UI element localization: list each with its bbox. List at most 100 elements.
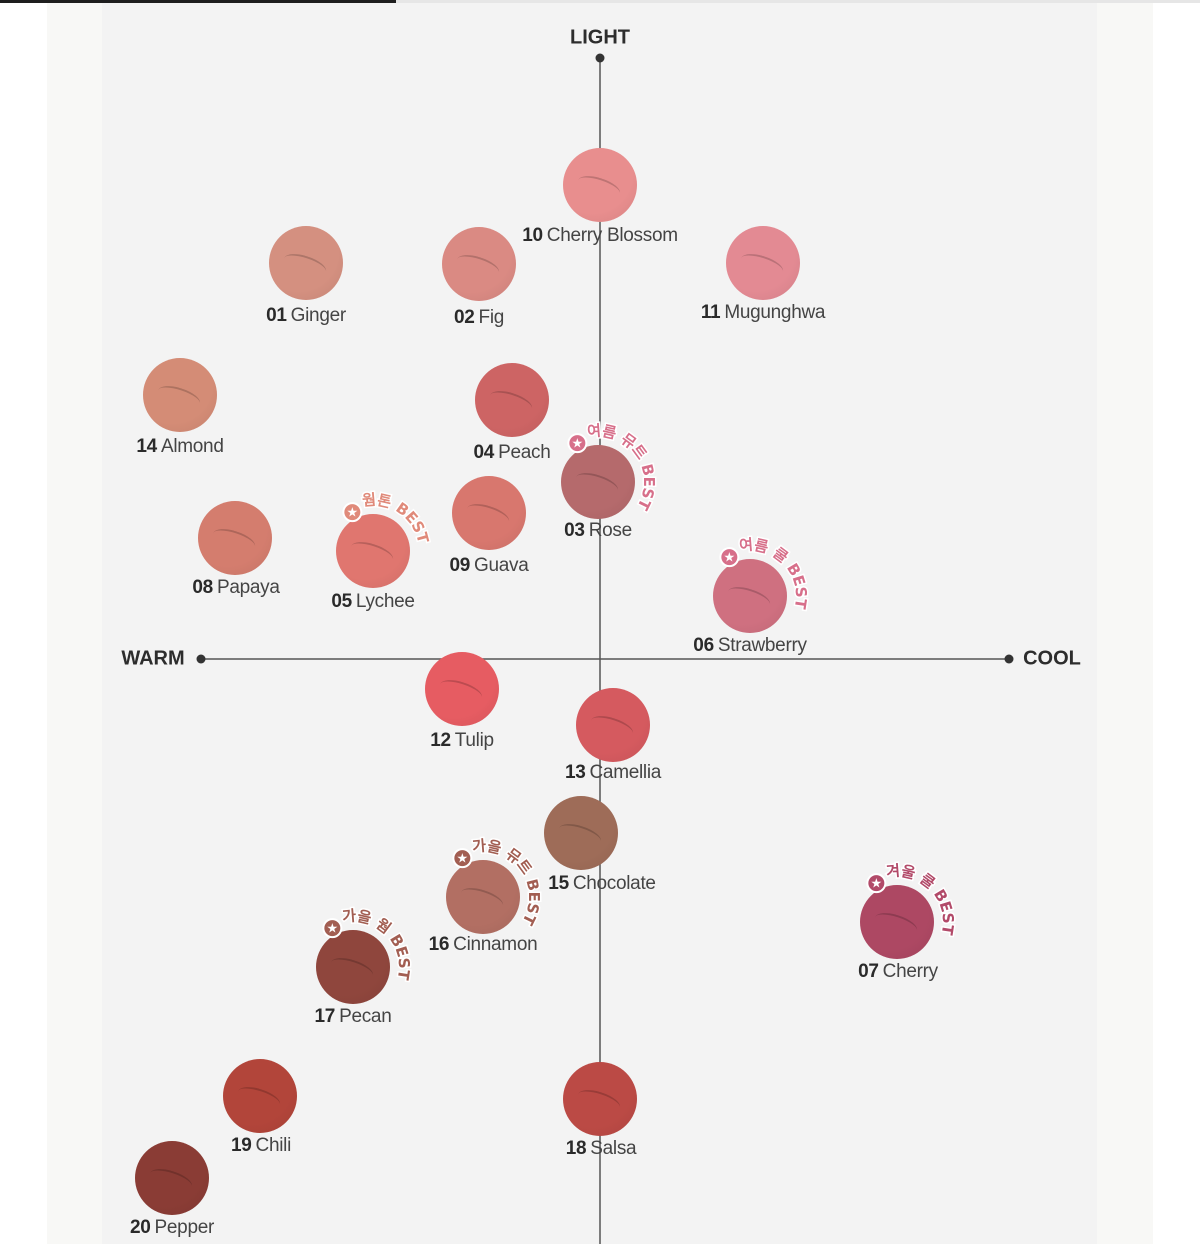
shade-number: 17	[314, 1006, 336, 1027]
swatch-texture	[437, 675, 485, 707]
swatch-chocolate	[544, 796, 618, 870]
axis-label-warm: WARM	[121, 647, 185, 670]
shade-number: 19	[231, 1135, 252, 1156]
swatch-papaya	[198, 501, 272, 575]
shade-name: Mugunghwa	[724, 302, 826, 323]
shade-label-guava: 09 Guava	[449, 555, 528, 577]
shade-name: Chili	[255, 1135, 292, 1156]
swatch-pecan	[316, 930, 390, 1004]
swatch-peach	[475, 363, 549, 437]
shade-label-lychee: 05 Lychee	[331, 591, 415, 613]
swatch-texture	[210, 524, 258, 556]
shade-name: Chocolate	[572, 873, 656, 894]
shade-number: 09	[449, 555, 471, 576]
swatch-texture	[573, 468, 621, 500]
swatch-tulip	[425, 652, 499, 726]
swatch-texture	[738, 249, 786, 281]
shade-label-chocolate: 15 Chocolate	[548, 873, 656, 895]
shade-name: Cinnamon	[453, 934, 538, 955]
shade-number: 01	[266, 305, 287, 326]
axis-dot-left	[196, 654, 206, 664]
swatch-rose	[561, 445, 635, 519]
shade-name: Ginger	[290, 305, 347, 326]
swatch-almond	[143, 358, 217, 432]
swatch-texture	[556, 819, 604, 851]
shade-label-papaya: 08 Papaya	[192, 577, 279, 599]
shade-number: 11	[700, 302, 721, 323]
shade-number: 02	[453, 307, 475, 328]
shade-label-almond: 14 Almond	[136, 436, 223, 458]
shade-label-mugunghwa: 11 Mugunghwa	[700, 302, 826, 324]
swatch-texture	[575, 171, 623, 203]
shade-name: Guava	[474, 555, 529, 576]
swatch-pepper	[135, 1141, 209, 1215]
scroll-progress-bar	[0, 0, 1200, 3]
axis-label-light: LIGHT	[570, 26, 630, 49]
swatch-mugunghwa	[726, 226, 800, 300]
shade-label-tulip: 12 Tulip	[430, 730, 494, 752]
shade-number: 07	[858, 961, 879, 982]
shade-name: Peach	[498, 442, 551, 463]
swatch-texture	[281, 249, 329, 281]
shade-number: 18	[565, 1138, 587, 1159]
shade-number: 14	[136, 436, 157, 457]
shade-number: 20	[129, 1217, 151, 1238]
swatch-lychee	[336, 514, 410, 588]
shade-number: 03	[564, 520, 585, 541]
shade-name: Cherry	[882, 961, 939, 982]
swatch-texture	[487, 386, 535, 418]
shade-label-fig: 02 Fig	[454, 307, 504, 329]
shade-label-salsa: 18 Salsa	[566, 1138, 637, 1160]
shade-name: Fig	[478, 307, 505, 328]
swatch-texture	[328, 953, 376, 985]
shade-label-camellia: 13 Camellia	[565, 762, 661, 784]
swatch-ginger	[269, 226, 343, 300]
shade-label-pepper: 20 Pepper	[130, 1217, 214, 1239]
scroll-progress-fill	[0, 0, 396, 3]
swatch-strawberry	[713, 559, 787, 633]
swatch-cherry	[860, 885, 934, 959]
shade-name: Cherry Blossom	[546, 225, 678, 246]
shade-number: 15	[548, 873, 569, 894]
axis-label-cool: COOL	[1023, 647, 1081, 670]
shade-name: Strawberry	[717, 635, 807, 656]
shade-number: 12	[430, 730, 451, 751]
shade-number: 16	[428, 934, 450, 955]
shade-number: 05	[331, 591, 352, 612]
shade-name: Salsa	[590, 1138, 637, 1159]
shade-name: Almond	[160, 436, 224, 457]
swatch-texture	[348, 537, 396, 569]
shade-label-cherry: 07 Cherry	[858, 961, 938, 983]
shade-number: 04	[473, 442, 495, 463]
swatch-salsa	[563, 1062, 637, 1136]
shade-label-chili: 19 Chili	[231, 1135, 291, 1157]
swatch-texture	[725, 582, 773, 614]
axis-dot-top	[595, 53, 605, 63]
shade-number: 08	[192, 577, 213, 598]
shade-number: 06	[693, 635, 714, 656]
swatch-chili	[223, 1059, 297, 1133]
shade-name: Rose	[588, 520, 632, 541]
shade-label-pecan: 17 Pecan	[315, 1006, 392, 1028]
swatch-texture	[454, 250, 502, 282]
swatch-cherry-blossom	[563, 148, 637, 222]
shade-name: Papaya	[216, 577, 280, 598]
shade-label-rose: 03 Rose	[564, 520, 632, 542]
shade-name: Camellia	[589, 762, 662, 783]
shade-number: 13	[564, 762, 586, 783]
swatch-camellia	[576, 688, 650, 762]
shade-name: Lychee	[355, 591, 415, 612]
shade-name: Pecan	[339, 1006, 392, 1027]
swatch-texture	[458, 883, 506, 915]
swatch-fig	[442, 227, 516, 301]
swatch-texture	[575, 1085, 623, 1117]
swatch-texture	[235, 1082, 283, 1114]
shade-label-ginger: 01 Ginger	[266, 305, 346, 327]
shade-label-cinnamon: 16 Cinnamon	[429, 934, 538, 956]
swatch-guava	[452, 476, 526, 550]
shade-name: Pepper	[154, 1217, 215, 1238]
swatch-cinnamon	[446, 860, 520, 934]
axis-dot-right	[1004, 654, 1014, 664]
